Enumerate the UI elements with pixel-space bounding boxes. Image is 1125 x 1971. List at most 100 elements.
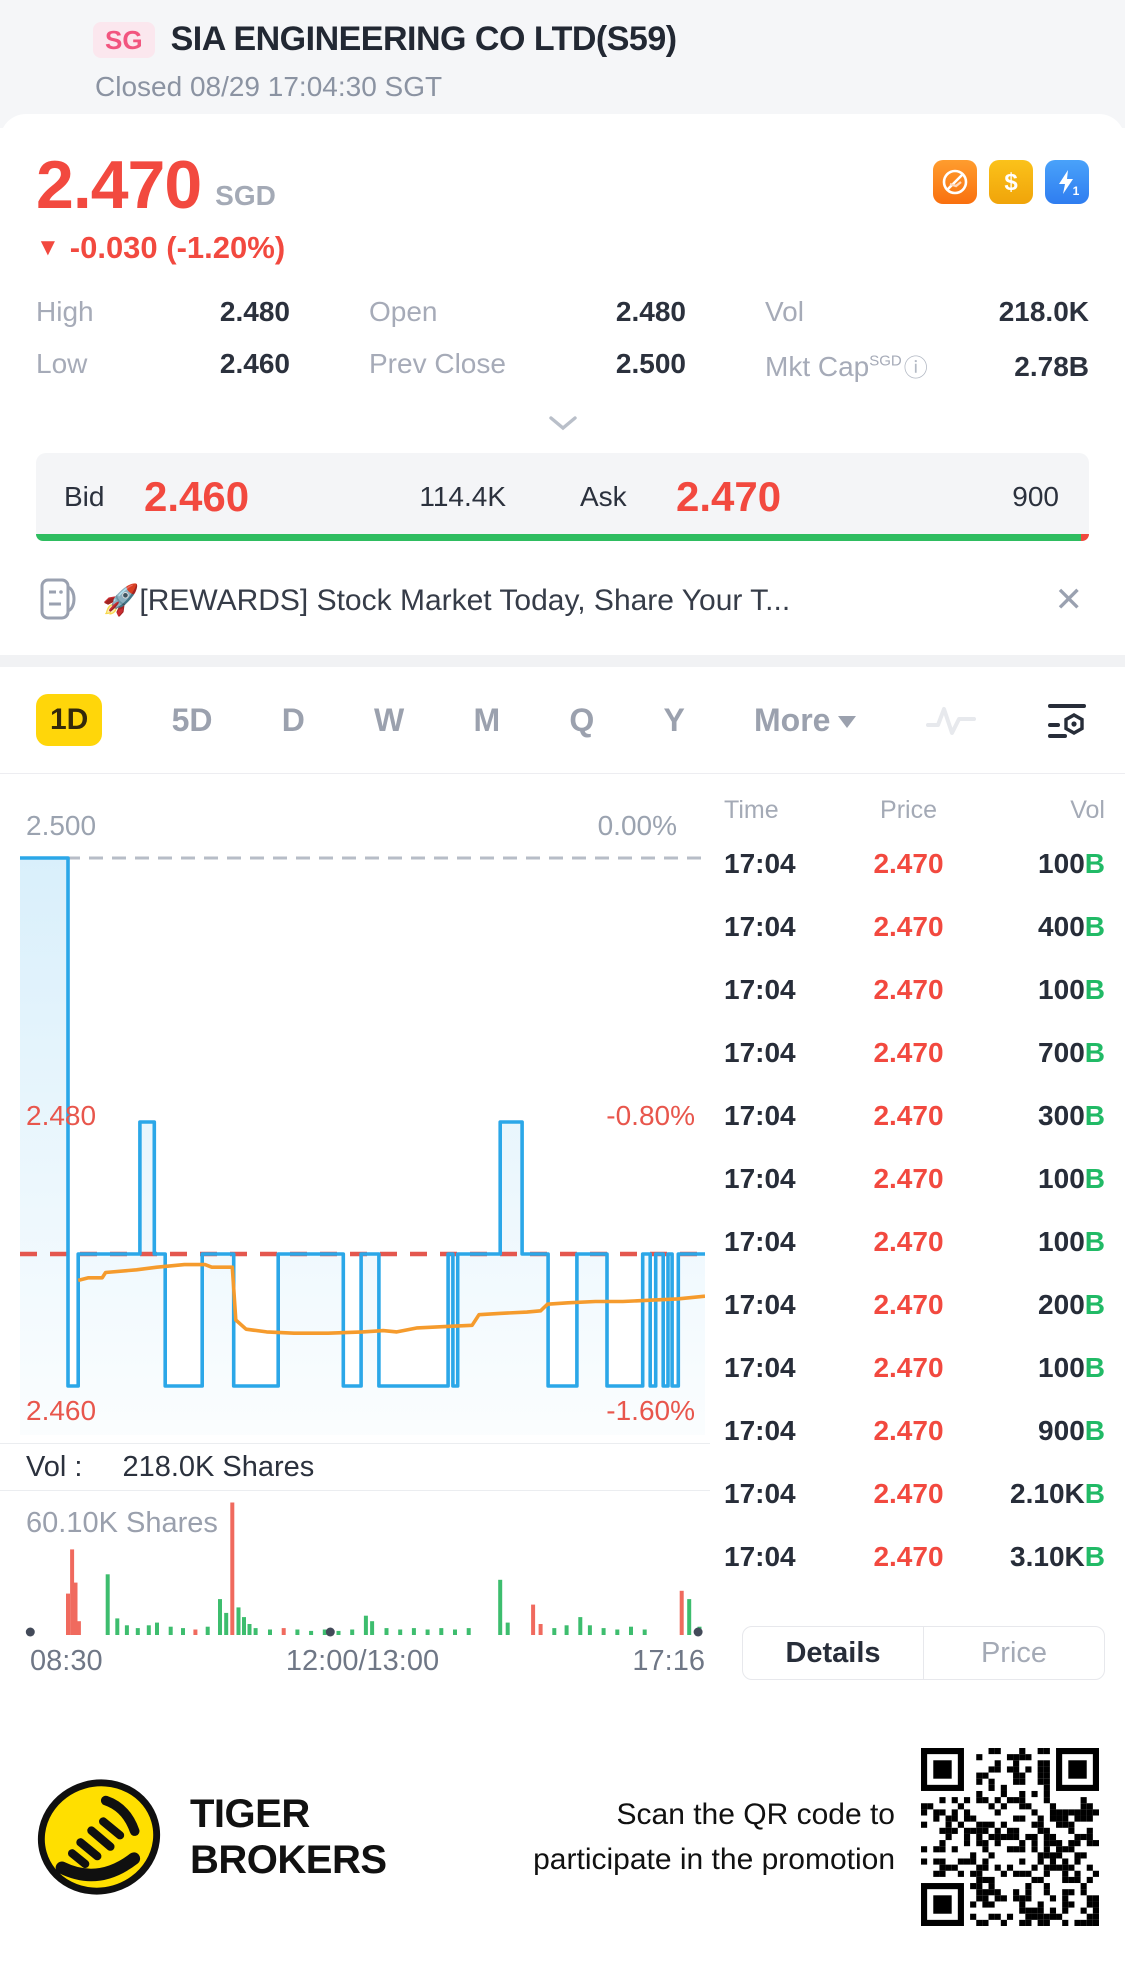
promo-text: Scan the QR code to participate in the p… [533, 1798, 895, 1876]
trade-side: B [1084, 1162, 1105, 1194]
page-title: SIA ENGINEERING CO LTD(S59) [170, 20, 678, 58]
trade-price: 2.470 [873, 1099, 944, 1131]
stat-value: 2.480 [615, 296, 686, 327]
trade-time: 17:04 [724, 1351, 796, 1383]
table-row[interactable]: 17:04 2.470 100B [724, 958, 1105, 1021]
news-icon [40, 578, 76, 620]
bid-ask-panel[interactable]: Bid 2.460 114.4K Ask 2.470 900 [36, 453, 1089, 541]
stat-low: Low 2.460 [36, 348, 290, 383]
trade-time: 17:04 [724, 910, 796, 942]
indicator-settings-icon[interactable] [1045, 698, 1089, 742]
tab-price[interactable]: Price [923, 1627, 1104, 1679]
tab-y[interactable]: Y [663, 701, 685, 738]
promo-footer: TIGER BROKERS Scan the QR code to partic… [0, 1721, 1125, 1953]
vol-title: Vol : [26, 1450, 83, 1483]
stats-grid: High 2.480 Open 2.480 Vol 218.0K Low 2.460 Prev … [0, 266, 1125, 383]
section-divider [0, 655, 1125, 667]
stat-label: Open [369, 296, 438, 327]
tab-5d[interactable]: 5D [171, 701, 213, 738]
last-price: 2.470 [36, 147, 202, 224]
dollar-icon[interactable]: $ [989, 160, 1033, 204]
y-label-prev-close: 2.500 [26, 810, 97, 841]
vol-total: 218.0K Shares [122, 1450, 315, 1483]
tape-header: Time Price Vol [724, 788, 1105, 832]
trade-side: B [1084, 1477, 1105, 1509]
no-short-icon[interactable] [933, 160, 977, 204]
trade-time: 17:04 [724, 1225, 796, 1257]
table-row[interactable]: 17:04 2.470 100B [724, 1336, 1105, 1399]
table-row[interactable]: 17:04 2.470 300B [724, 1084, 1105, 1147]
flash-order-icon[interactable]: 1 [1045, 160, 1089, 204]
ask-ratio-segment [1080, 534, 1089, 541]
pct-label-bottom: -1.60% [606, 1395, 695, 1426]
table-row[interactable]: 17:04 2.470 200B [724, 1273, 1105, 1336]
axis-label-lunch: 12:00/13:00 [285, 1645, 440, 1677]
bid-ratio-segment [36, 534, 1081, 541]
trade-price: 2.470 [873, 1540, 944, 1572]
tab-m[interactable]: M [473, 701, 501, 738]
trade-price: 2.470 [873, 1477, 944, 1509]
trade-price: 2.470 [873, 1288, 944, 1320]
y-label-bottom: 2.460 [26, 1395, 97, 1426]
table-row[interactable]: 17:04 2.470 2.10KB [724, 1462, 1105, 1525]
table-row[interactable]: 17:04 2.470 100B [724, 832, 1105, 895]
table-row[interactable]: 17:04 2.470 100B [724, 1147, 1105, 1210]
ask-price: 2.470 [676, 473, 782, 520]
time-axis: 08:30 12:00/13:00 17:16 [20, 1637, 705, 1687]
price-row: 2.470 SGD $ 1 [0, 114, 1125, 224]
time-sales-panel: Time Price Vol 17:04 2.470 100B 17:04 2.470 4… [710, 774, 1125, 1687]
stats-row: High 2.480 Open 2.480 Vol 218.0K [36, 296, 1089, 328]
pct-label-prev-close: 0.00% [597, 810, 677, 841]
down-arrow-icon: ▼ [36, 234, 60, 261]
volume-summary-row: Vol : 218.0K Shares [0, 1443, 710, 1491]
expand-stats-button[interactable] [0, 403, 1125, 443]
svg-text:1: 1 [1073, 184, 1080, 197]
trade-time: 17:04 [724, 1414, 796, 1446]
tape-rows: 17:04 2.470 100B 17:04 2.470 400B 17:04 2.470 10… [724, 832, 1105, 1588]
table-row[interactable]: 17:04 2.470 700B [724, 1021, 1105, 1084]
y-label-mid: 2.480 [26, 1100, 97, 1131]
trade-vol: 200B [1038, 1288, 1105, 1320]
tab-q[interactable]: Q [569, 701, 595, 738]
table-row[interactable]: 17:04 2.470 900B [724, 1399, 1105, 1462]
price-pane[interactable]: 2.480 -0.80% 2.460 -1.60% [20, 850, 705, 1435]
stats-row: Low 2.460 Prev Close 2.500 Mkt CapSGDⓘ 2.78B [36, 348, 1089, 383]
trade-time: 17:04 [724, 1099, 796, 1131]
table-row[interactable]: 17:04 2.470 400B [724, 895, 1105, 958]
axis-label-open: 08:30 [30, 1645, 103, 1677]
chart-period-tabs: 1D 5D D W M Q Y More [0, 667, 1125, 773]
bid-ask-ratio-bar [36, 534, 1089, 541]
chart-section: 2.500 0.00% 2.480 -0.80% 2.460 -1.60% Vo… [0, 773, 1125, 1687]
tab-details[interactable]: Details [785, 1636, 881, 1669]
trade-vol: 2.10KB [1010, 1477, 1105, 1509]
trade-time: 17:04 [724, 973, 796, 1005]
trade-price: 2.470 [873, 1351, 944, 1383]
table-row[interactable]: 17:04 2.470 3.10KB [724, 1525, 1105, 1588]
prev-close-level: 2.500 0.00% [0, 774, 710, 850]
chevron-down-icon [838, 716, 857, 728]
line-chart-style-icon[interactable] [925, 703, 976, 737]
tab-1d[interactable]: 1D [36, 694, 103, 746]
trade-vol: 100B [1038, 847, 1105, 879]
tab-d[interactable]: D [281, 701, 305, 738]
quote-card: 2.470 SGD $ 1 ▼ -0.030 (-1.20%) High 2.48… [0, 114, 1125, 1953]
axis-label-close: 17:16 [632, 1645, 705, 1677]
stat-label: Prev Close [369, 348, 506, 379]
trade-price: 2.470 [873, 973, 944, 1005]
trade-vol: 100B [1038, 1351, 1105, 1383]
vol-scale-label: 60.10K Shares [26, 1507, 218, 1539]
rewards-banner[interactable]: 🚀[REWARDS] Stock Market Today, Share You… [36, 563, 1089, 637]
close-icon[interactable]: ✕ [1054, 581, 1084, 619]
trade-vol: 700B [1038, 1036, 1105, 1068]
svg-text:$: $ [1004, 169, 1018, 196]
volume-pane[interactable]: 60.10K Shares [20, 1491, 705, 1637]
trade-side: B [1084, 1099, 1105, 1131]
trade-vol: 100B [1038, 1225, 1105, 1257]
col-header-time: Time [724, 795, 779, 824]
price-chart[interactable]: 2.500 0.00% 2.480 -0.80% 2.460 -1.60% Vo… [0, 774, 710, 1687]
table-row[interactable]: 17:04 2.470 100B [724, 1210, 1105, 1273]
trade-side: B [1084, 847, 1105, 879]
tab-w[interactable]: W [374, 701, 405, 738]
info-icon[interactable]: ⓘ [903, 355, 928, 382]
tab-more[interactable]: More [754, 702, 857, 739]
